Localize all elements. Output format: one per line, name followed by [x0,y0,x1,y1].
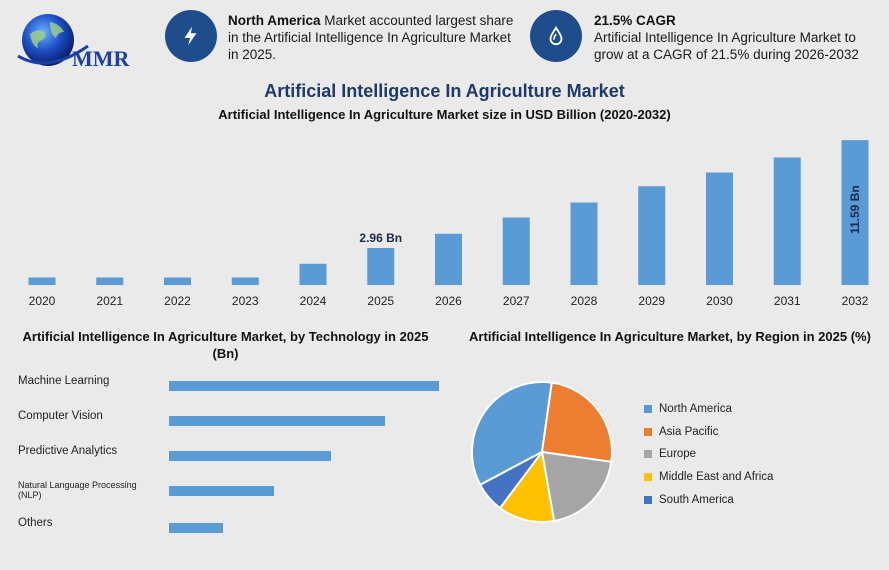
bar-2023 [231,277,259,285]
region-pie-chart [471,381,613,523]
pie-slice-europe [540,450,613,523]
lightning-icon [165,10,217,62]
x-tick-label: 2024 [300,294,327,308]
legend-swatch [644,473,652,482]
technology-bar-chart: Machine Learning Computer Vision Predictiv… [0,365,450,545]
bar-2030 [706,172,733,285]
tech-label: Computer Vision [18,410,103,422]
region-legend: North America Asia Pacific Europe Middle Ea… [644,398,773,511]
x-tick-label: 2021 [96,294,123,308]
stat2-text: Artificial Intelligence In Agriculture M… [594,30,859,62]
pie-slice-asia-pacific [540,381,613,463]
market-size-bar-chart: 2020 2021 2022 2023 2024 2025 2.96 Bn 2026 2027 2… [28,140,869,308]
x-tick-label: 2030 [706,294,733,308]
tech-bar [169,381,439,391]
bar-2032 [841,140,869,285]
bar-2022 [164,277,191,285]
stat-cagr: 21.5% CAGR Artificial Intelligence In Ag… [594,12,879,63]
mmr-logo: MMR [17,14,131,71]
legend-label: Middle East and Africa [659,471,774,484]
tech-bar [169,486,275,496]
x-tick-label: 2031 [774,294,801,308]
bar-2025 [367,248,395,285]
legend-label: Europe [659,448,697,461]
chart-subtitle: Artificial Intelligence In Agriculture M… [218,107,671,122]
x-tick-label: 2022 [164,294,191,308]
data-label-2032: 11.59 Bn [848,185,862,234]
logo-text: MMR [72,46,131,71]
tech-bar [169,451,331,461]
legend-swatch [644,450,652,459]
data-label-2025: 2.96 Bn [359,231,402,245]
x-tick-label: 2026 [435,294,462,308]
x-tick-label: 2029 [638,294,665,308]
bar-2026 [435,233,462,285]
pie-slice-north-america [471,381,553,487]
bar-2028 [570,202,598,285]
legend-item: South America [644,488,773,511]
tech-bar [169,523,223,533]
tech-label: Predictive Analytics [18,445,118,457]
x-tick-label: 2027 [503,294,530,308]
legend-label: Asia Pacific [659,425,719,438]
page-title: Artificial Intelligence In Agriculture M… [264,81,625,101]
bar-2021 [96,277,124,285]
x-tick-label: 2023 [232,294,259,308]
x-tick-label: 2020 [29,294,56,308]
region-chart-title: Artificial Intelligence In Agriculture M… [469,329,871,344]
bar-2020 [28,277,56,285]
technology-chart-title: Artificial Intelligence In Agriculture M… [22,329,429,361]
pie-slice-south-america [478,451,543,510]
legend-swatch [644,427,652,436]
tech-bar [169,416,385,426]
drop-icon [530,10,582,62]
tech-label: Natural Language Processing (NLP) [18,480,137,500]
legend-item: Europe [644,443,773,466]
legend-label: North America [659,403,732,416]
x-tick-label: 2032 [842,294,869,308]
legend-item: Asia Pacific [644,421,773,444]
legend-label: South America [659,493,734,506]
x-tick-label: 2025 [367,294,394,308]
legend-swatch [644,495,652,504]
bar-2031 [773,157,801,285]
bar-2029 [638,186,666,285]
stat-north-america: North America Market accounted largest s… [228,12,520,63]
bar-2024 [299,263,327,285]
bar-2027 [502,217,530,285]
pie-slice-middle-east-and-africa [498,449,556,523]
tech-label: Others [18,517,53,529]
x-tick-label: 2028 [571,294,598,308]
legend-item: Middle East and Africa [644,466,773,489]
stat2-bold: 21.5% CAGR [594,13,676,28]
stat1-text: Market accounted largest share in the Ar… [228,13,514,62]
legend-swatch [644,405,652,414]
stat1-bold: North America [228,13,321,28]
tech-label: Machine Learning [18,375,110,387]
legend-item: North America [644,398,773,421]
